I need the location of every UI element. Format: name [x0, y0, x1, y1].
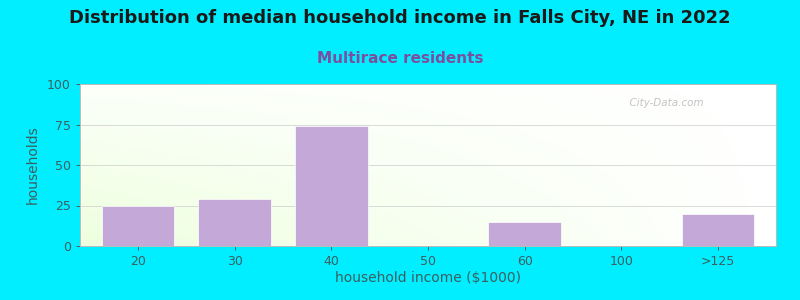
- Bar: [682, 214, 754, 246]
- Bar: [198, 199, 271, 246]
- Text: Distribution of median household income in Falls City, NE in 2022: Distribution of median household income …: [69, 9, 731, 27]
- Bar: [489, 222, 561, 246]
- Bar: [295, 126, 367, 246]
- Text: Multirace residents: Multirace residents: [317, 51, 483, 66]
- Text: City-Data.com: City-Data.com: [623, 98, 703, 108]
- X-axis label: household income ($1000): household income ($1000): [335, 271, 521, 285]
- Y-axis label: households: households: [26, 126, 40, 204]
- Bar: [102, 206, 174, 246]
